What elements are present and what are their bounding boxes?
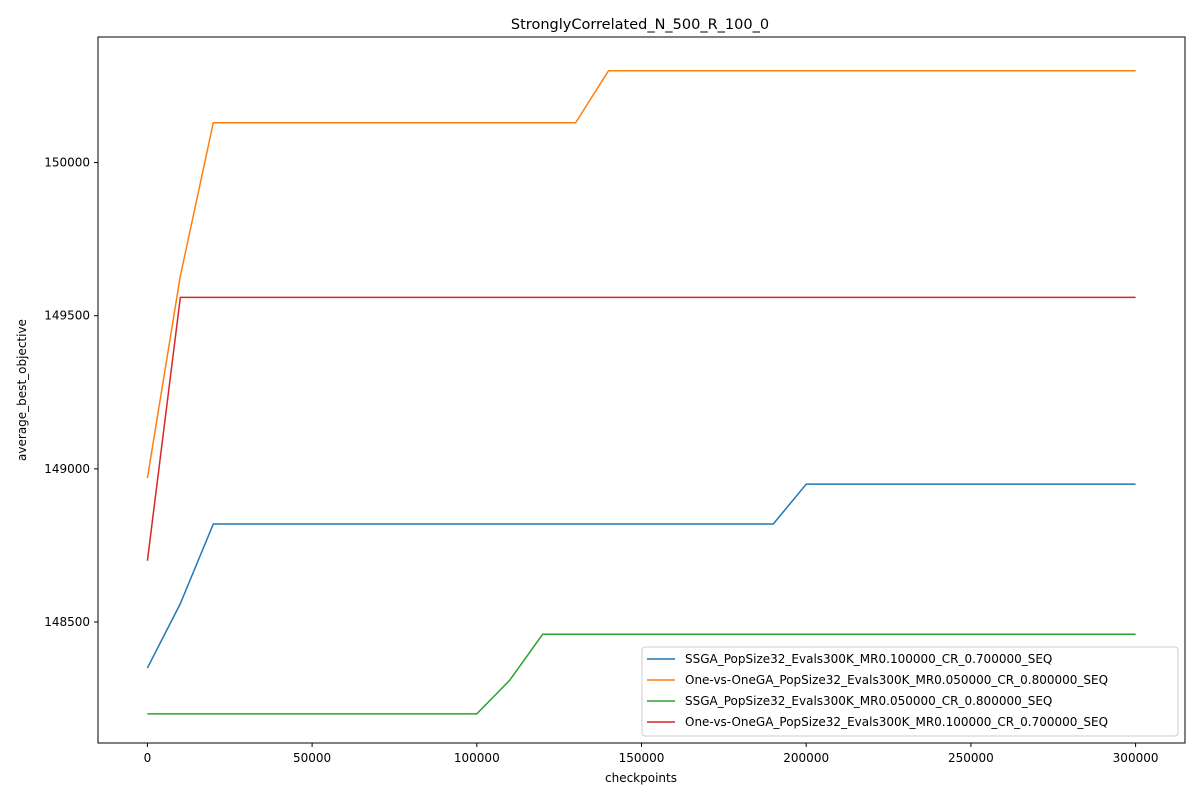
x-tick-label: 250000 <box>948 751 994 765</box>
series-line-3 <box>147 633 1136 715</box>
y-tick-label: 149500 <box>44 309 90 323</box>
legend: SSGA_PopSize32_Evals300K_MR0.100000_CR_0… <box>641 646 1179 737</box>
legend-label-3: SSGA_PopSize32_Evals300K_MR0.050000_CR_0… <box>685 694 1052 708</box>
legend-label-1: SSGA_PopSize32_Evals300K_MR0.100000_CR_0… <box>685 652 1052 666</box>
plot-area <box>97 36 1186 744</box>
y-tick-label: 149000 <box>44 462 90 476</box>
y-tick-label: 148500 <box>44 615 90 629</box>
x-tick-label: 100000 <box>454 751 500 765</box>
chart-title: StronglyCorrelated_N_500_R_100_0 <box>511 17 769 33</box>
y-tick-label: 150000 <box>44 156 90 170</box>
series-line-2 <box>146 69 1136 479</box>
x-axis-label: checkpoints <box>605 771 677 785</box>
legend-label-4: One-vs-OneGA_PopSize32_Evals300K_MR0.100… <box>685 715 1108 729</box>
series-line-1 <box>146 483 1136 669</box>
legend-label-2: One-vs-OneGA_PopSize32_Evals300K_MR0.050… <box>685 673 1108 687</box>
x-tick-label: 200000 <box>783 751 829 765</box>
x-tick-label: 50000 <box>293 751 331 765</box>
x-tick-label: 150000 <box>619 751 665 765</box>
x-axis: 0 50000 100000 150000 200000 250000 300000 <box>144 743 1159 765</box>
y-axis: 148500 149000 149500 150000 <box>44 156 98 629</box>
series-line-4 <box>146 296 1136 561</box>
y-axis-label: average_best_objective <box>15 319 29 461</box>
series-layer <box>146 69 1136 715</box>
x-tick-label: 300000 <box>1113 751 1159 765</box>
x-tick-label: 0 <box>144 751 152 765</box>
legend-box <box>641 646 1179 737</box>
